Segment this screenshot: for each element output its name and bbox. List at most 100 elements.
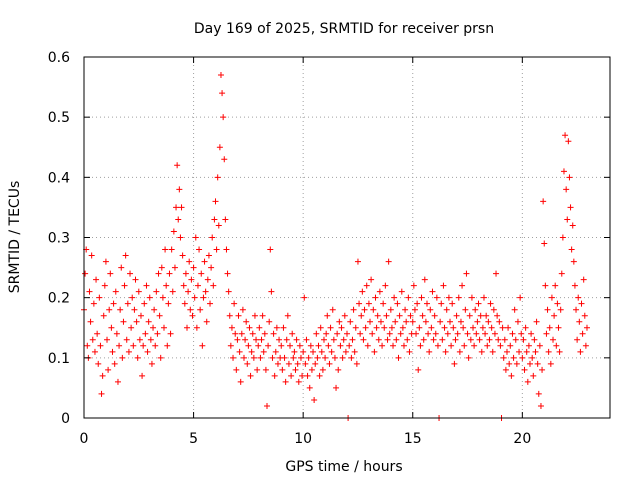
data-point bbox=[169, 288, 176, 295]
data-point bbox=[318, 348, 325, 355]
data-point bbox=[117, 306, 124, 313]
data-point bbox=[429, 288, 436, 295]
data-point bbox=[405, 294, 412, 301]
data-point bbox=[105, 366, 112, 373]
data-point bbox=[509, 330, 516, 337]
data-point bbox=[133, 318, 140, 325]
data-point bbox=[153, 288, 160, 295]
data-point bbox=[336, 318, 343, 325]
data-point bbox=[198, 270, 205, 277]
data-point bbox=[155, 270, 162, 277]
data-point bbox=[520, 336, 527, 343]
data-point bbox=[513, 360, 520, 367]
data-point bbox=[225, 288, 232, 295]
y-tick-label: 0.5 bbox=[48, 110, 70, 126]
data-point bbox=[261, 330, 268, 337]
data-point bbox=[354, 258, 361, 265]
data-point bbox=[209, 234, 216, 241]
data-point bbox=[531, 336, 538, 343]
data-point bbox=[457, 318, 464, 325]
data-point bbox=[320, 336, 327, 343]
data-point bbox=[243, 318, 250, 325]
data-point bbox=[419, 312, 426, 319]
data-point bbox=[473, 330, 480, 337]
data-point bbox=[221, 156, 228, 163]
data-point bbox=[463, 270, 470, 277]
data-point bbox=[179, 252, 186, 259]
data-point bbox=[461, 342, 468, 349]
data-point bbox=[111, 360, 118, 367]
data-point bbox=[267, 246, 274, 253]
data-point bbox=[571, 282, 578, 289]
data-point bbox=[192, 234, 199, 241]
y-tick-label: 0.2 bbox=[48, 291, 70, 307]
data-point bbox=[400, 342, 407, 349]
data-point bbox=[244, 360, 251, 367]
data-point bbox=[516, 348, 523, 355]
data-point bbox=[483, 312, 490, 319]
data-point bbox=[365, 300, 372, 307]
data-point bbox=[176, 186, 183, 193]
data-point bbox=[329, 306, 336, 313]
data-point bbox=[356, 300, 363, 307]
x-tick-label: 20 bbox=[513, 431, 531, 447]
data-point bbox=[212, 198, 219, 205]
data-point bbox=[291, 348, 298, 355]
data-point bbox=[480, 294, 487, 301]
data-point bbox=[423, 300, 430, 307]
data-point bbox=[293, 336, 300, 343]
data-point bbox=[102, 258, 109, 265]
data-point bbox=[285, 360, 292, 367]
data-point bbox=[167, 330, 174, 337]
data-point bbox=[518, 330, 525, 337]
data-point bbox=[379, 342, 386, 349]
data-point bbox=[335, 366, 342, 373]
data-point bbox=[324, 312, 331, 319]
data-point bbox=[344, 330, 350, 337]
chart-title: Day 169 of 2025, SRMTID for receiver prs… bbox=[194, 21, 494, 37]
data-point bbox=[289, 330, 296, 337]
data-point bbox=[116, 342, 123, 349]
data-point bbox=[455, 294, 462, 301]
data-point bbox=[421, 276, 428, 283]
data-point bbox=[112, 288, 119, 295]
data-point bbox=[280, 324, 287, 331]
data-point bbox=[283, 336, 290, 343]
data-point bbox=[196, 246, 203, 253]
data-point bbox=[450, 324, 457, 331]
data-point bbox=[136, 336, 143, 343]
y-tick-label: 0.4 bbox=[48, 170, 70, 186]
data-point bbox=[372, 294, 379, 301]
data-point bbox=[501, 336, 508, 343]
data-point bbox=[109, 348, 116, 355]
data-point bbox=[214, 174, 221, 181]
data-point bbox=[428, 324, 435, 331]
data-point bbox=[203, 318, 210, 325]
data-point bbox=[497, 342, 504, 349]
x-axis-title: GPS time / hours bbox=[285, 459, 402, 475]
data-point bbox=[385, 258, 392, 265]
data-point bbox=[194, 282, 201, 289]
data-point bbox=[503, 348, 510, 355]
data-point bbox=[222, 216, 229, 223]
data-point bbox=[380, 300, 387, 307]
data-point bbox=[114, 378, 121, 385]
data-point bbox=[514, 318, 521, 325]
data-point bbox=[238, 330, 245, 337]
data-point bbox=[529, 354, 536, 361]
data-point bbox=[396, 312, 403, 319]
data-point bbox=[171, 264, 178, 271]
data-point bbox=[580, 276, 587, 283]
data-point bbox=[219, 90, 226, 97]
data-point bbox=[100, 312, 107, 319]
data-point bbox=[519, 354, 526, 361]
data-point bbox=[410, 282, 417, 289]
data-point bbox=[494, 312, 501, 319]
data-point bbox=[547, 360, 554, 367]
data-point bbox=[505, 324, 512, 331]
data-point bbox=[292, 366, 299, 373]
data-point bbox=[211, 216, 218, 223]
data-point bbox=[471, 342, 478, 349]
data-point bbox=[495, 336, 502, 343]
data-point bbox=[393, 336, 400, 343]
